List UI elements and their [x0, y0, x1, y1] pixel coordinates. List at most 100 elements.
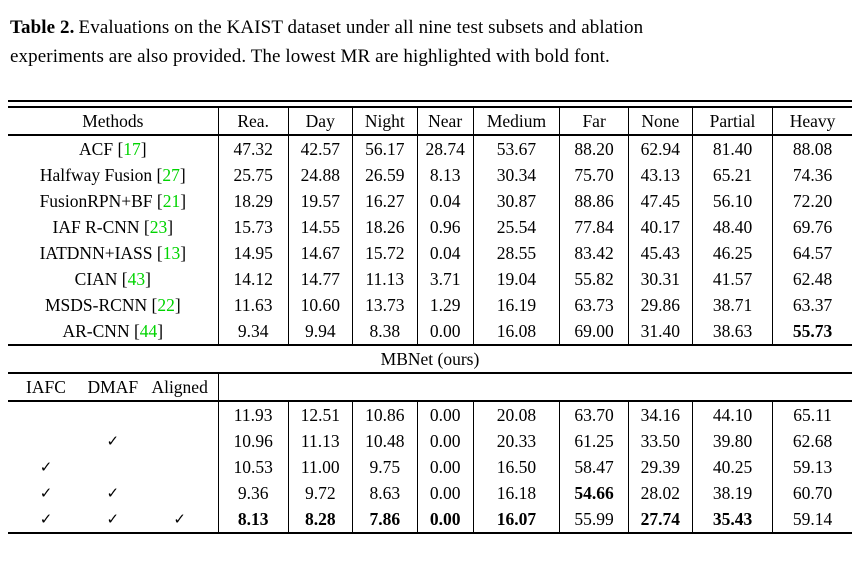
value-cell: 9.36: [217, 480, 289, 506]
value-cell: 56.10: [691, 188, 773, 214]
value-cell: 1.29: [416, 292, 474, 318]
value-cell: 25.75: [217, 162, 289, 188]
value-cell: 65.21: [691, 162, 773, 188]
value-cell: 35.43: [691, 506, 773, 533]
ablation-row: ✓ ✓ ✓ 8.13 8.28 7.86 0.00 16.07 55.99 27.74 35.43 5…: [8, 506, 852, 533]
value-cell: 63.70: [559, 401, 629, 428]
value-cell: 3.71: [416, 266, 474, 292]
value-cell: 9.94: [287, 318, 353, 345]
iafc-check-icon: ✓: [39, 458, 53, 476]
dmaf-check-icon: ✓: [106, 432, 120, 450]
section-header-mbnet: MBNet (ours): [380, 348, 480, 369]
citation-link[interactable]: 17: [123, 138, 141, 159]
value-cell: 60.70: [772, 480, 852, 506]
method-name-cell: IAF R-CNN [23]: [52, 216, 174, 237]
value-cell: 59.14: [772, 506, 852, 533]
aligned-check-icon: ✓: [173, 510, 186, 528]
value-cell: 19.57: [287, 188, 353, 214]
value-cell: 20.33: [472, 428, 560, 454]
value-cell: 0.96: [416, 214, 474, 240]
value-cell: 8.28: [287, 506, 353, 533]
value-cell: 28.55: [472, 240, 560, 266]
table-row: ACF [17] 47.32 42.57 56.17 28.74 53.67 88.20 62…: [8, 135, 852, 162]
value-cell: 16.19: [472, 292, 560, 318]
value-cell: 48.40: [691, 214, 773, 240]
value-cell: 13.73: [351, 292, 418, 318]
value-cell: 8.63: [351, 480, 418, 506]
value-cell: 25.54: [472, 214, 560, 240]
dmaf-check-icon: ✓: [106, 484, 120, 502]
ablation-columns-grid: IAFC DMAF Aligned: [10, 377, 216, 398]
value-cell: 11.13: [287, 428, 353, 454]
value-cell: 38.63: [691, 318, 773, 345]
col-header-near: Near: [416, 108, 474, 135]
value-cell: 88.86: [559, 188, 629, 214]
ablation-col-header-aligned: Aligned: [151, 376, 208, 397]
value-cell: 15.72: [351, 240, 418, 266]
value-cell: 62.68: [772, 428, 852, 454]
dmaf-check-icon: ✓: [106, 510, 120, 528]
ablation-checks-grid: ✓: [10, 458, 216, 476]
ablation-col-header-dmaf: DMAF: [87, 376, 139, 397]
ablation-header-row: IAFC DMAF Aligned: [8, 373, 852, 401]
table-row: AR-CNN [44] 9.34 9.94 8.38 0.00 16.08 69.00 31.…: [8, 318, 852, 345]
col-header-partial: Partial: [691, 108, 773, 135]
citation-link[interactable]: 21: [162, 190, 181, 211]
value-cell: 0.04: [416, 240, 474, 266]
table-header-row: Methods Rea. Day Night Near Medium Far None Part…: [8, 108, 852, 135]
citation-link[interactable]: 22: [157, 294, 175, 315]
citation-link[interactable]: 43: [127, 268, 146, 289]
value-cell: 15.73: [217, 214, 289, 240]
value-cell: 0.04: [416, 188, 474, 214]
citation-link[interactable]: 27: [162, 164, 180, 185]
value-cell: 0.00: [416, 428, 474, 454]
citation-link[interactable]: 13: [162, 242, 181, 263]
col-header-none: None: [627, 108, 693, 135]
method-name-cell: ACF [17]: [79, 138, 147, 159]
value-cell: 43.13: [627, 162, 693, 188]
value-cell: 55.99: [559, 506, 629, 533]
value-cell: 45.43: [627, 240, 693, 266]
citation-link[interactable]: 23: [149, 216, 168, 237]
value-cell: 56.17: [351, 135, 418, 162]
method-name-cell: IATDNN+IASS [13]: [39, 242, 187, 263]
value-cell: 74.36: [772, 162, 852, 188]
value-cell: 12.51: [287, 401, 353, 428]
value-cell: 14.55: [287, 214, 353, 240]
value-cell: 16.08: [472, 318, 560, 345]
ablation-row: ✓ ✓ 9.36 9.72 8.63 0.00 16.18 54.66 28.02 38.19 60…: [8, 480, 852, 506]
value-cell: 0.00: [416, 454, 474, 480]
value-cell: 58.47: [559, 454, 629, 480]
value-cell: 16.50: [472, 454, 560, 480]
paper-page: Table 2. Evaluations on the KAIST dataset…: [0, 14, 860, 534]
ablation-col-header-iafc: IAFC: [26, 376, 66, 397]
col-header-day: Day: [287, 108, 353, 135]
ablation-row: 11.93 12.51 10.86 0.00 20.08 63.70 34.16 44.10 6…: [8, 401, 852, 428]
value-cell: 62.94: [627, 135, 693, 162]
value-cell: 14.77: [287, 266, 353, 292]
value-cell: 11.00: [287, 454, 353, 480]
value-cell: 10.96: [217, 428, 289, 454]
value-cell: 9.34: [217, 318, 289, 345]
value-cell: 0.00: [416, 506, 474, 533]
value-cell: 0.00: [416, 480, 474, 506]
method-name-cell: MSDS-RCNN [22]: [44, 294, 181, 315]
value-cell: 65.11: [772, 401, 852, 428]
value-cell: 0.00: [416, 401, 474, 428]
value-cell: 55.73: [772, 318, 852, 345]
col-header-heavy: Heavy: [772, 108, 852, 135]
value-cell: 11.63: [217, 292, 289, 318]
value-cell: 8.13: [416, 162, 474, 188]
ablation-checks-cell: ✓: [8, 454, 218, 480]
citation-link[interactable]: 44: [139, 320, 158, 341]
value-cell: 61.25: [559, 428, 629, 454]
value-cell: 55.82: [559, 266, 629, 292]
table-row: CIAN [43] 14.12 14.77 11.13 3.71 19.04 55.82 30…: [8, 266, 852, 292]
iafc-check-icon: ✓: [39, 484, 53, 502]
value-cell: 46.25: [691, 240, 773, 266]
value-cell: 44.10: [691, 401, 773, 428]
table-row: MSDS-RCNN [22] 11.63 10.60 13.73 1.29 16.19 63…: [8, 292, 852, 318]
ablation-checks-cell: ✓: [8, 428, 218, 454]
method-name-cell: FusionRPN+BF [21]: [39, 190, 187, 211]
iafc-check-icon: ✓: [39, 510, 53, 528]
